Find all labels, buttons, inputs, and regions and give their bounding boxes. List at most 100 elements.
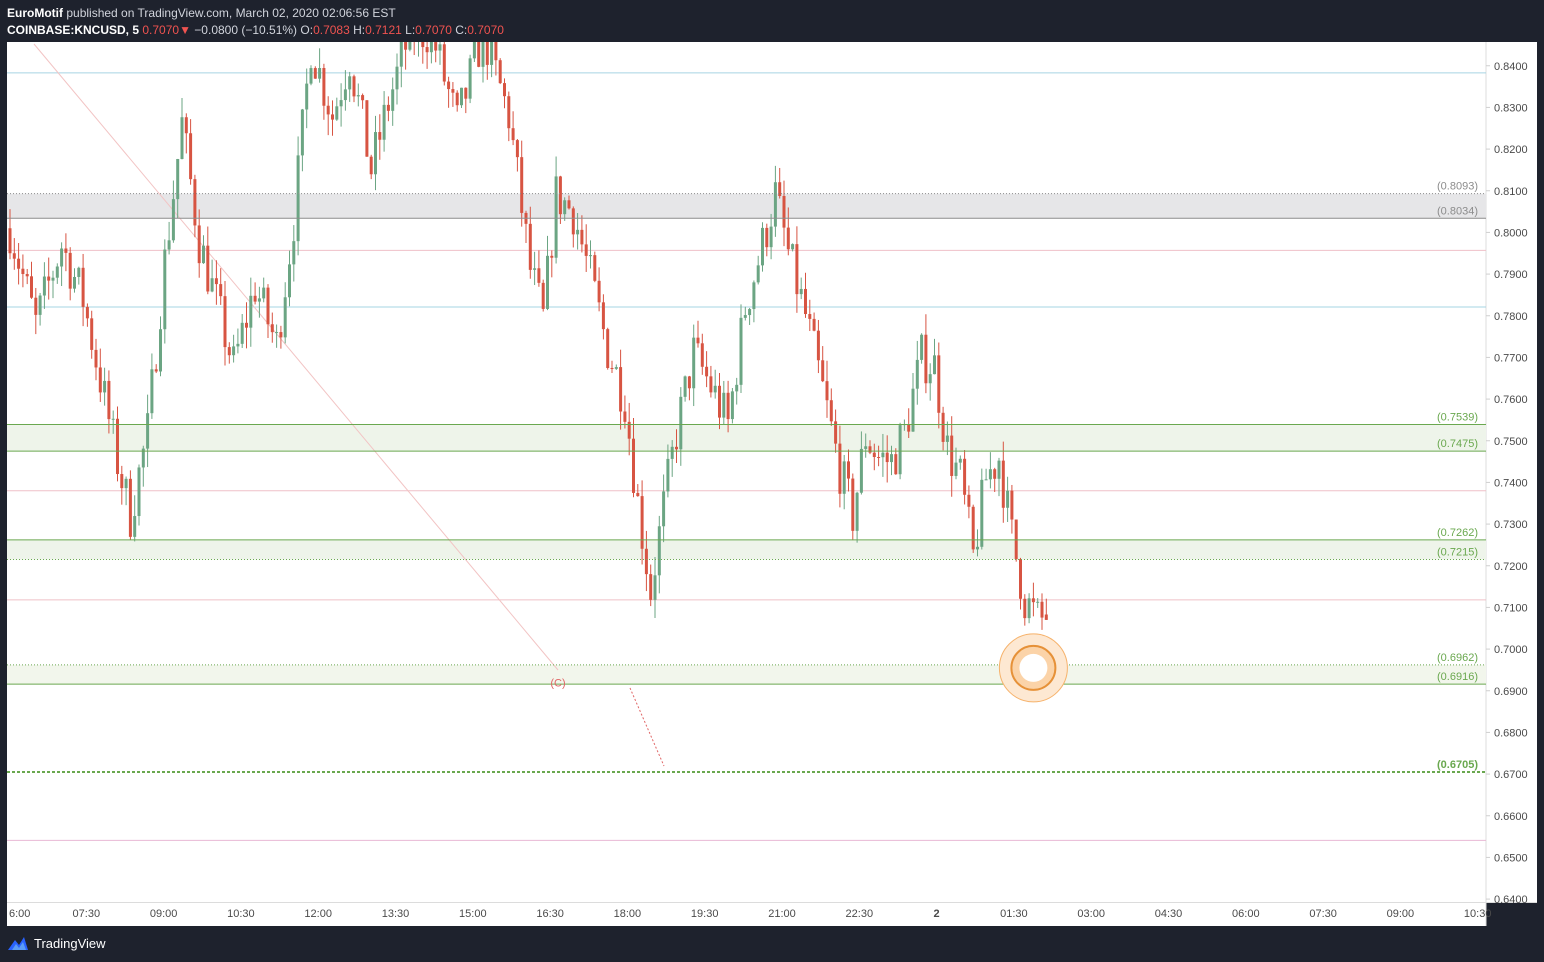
candle-up[interactable]: [670, 446, 674, 459]
candle-down[interactable]: [606, 329, 610, 368]
plot-area[interactable]: [7, 42, 1486, 902]
candle-down[interactable]: [464, 87, 468, 99]
candle-up[interactable]: [881, 452, 885, 458]
candle-up[interactable]: [657, 526, 661, 576]
candle-down[interactable]: [369, 156, 373, 175]
candle-down[interactable]: [675, 446, 678, 450]
candle-up[interactable]: [666, 458, 670, 492]
candle-down[interactable]: [12, 253, 16, 259]
candle-up[interactable]: [318, 67, 322, 79]
candle-up[interactable]: [146, 413, 150, 449]
candle-up[interactable]: [339, 100, 343, 107]
candle-up[interactable]: [300, 109, 304, 156]
candle-down[interactable]: [636, 492, 640, 497]
candle-up[interactable]: [761, 227, 764, 266]
candle-down[interactable]: [219, 284, 223, 297]
candle-up[interactable]: [382, 104, 386, 140]
candle-down[interactable]: [872, 452, 876, 457]
candle-up[interactable]: [743, 315, 747, 318]
candle-up[interactable]: [898, 425, 902, 475]
candle-up[interactable]: [997, 460, 1001, 479]
candle-down[interactable]: [107, 380, 111, 420]
candle-up[interactable]: [356, 95, 360, 97]
candle-down[interactable]: [627, 421, 631, 439]
candle-up[interactable]: [343, 89, 347, 101]
candle-down[interactable]: [829, 400, 833, 422]
candle-down[interactable]: [812, 318, 816, 331]
candle-up[interactable]: [468, 58, 472, 99]
candle-down[interactable]: [795, 244, 799, 295]
candle-down[interactable]: [580, 229, 584, 245]
candle-up[interactable]: [933, 355, 936, 375]
candle-up[interactable]: [73, 276, 76, 289]
candle-up[interactable]: [791, 244, 795, 250]
candle-down[interactable]: [189, 133, 193, 180]
candle-down[interactable]: [515, 140, 519, 158]
candle-down[interactable]: [808, 314, 812, 319]
candle-down[interactable]: [94, 349, 98, 368]
candle-up[interactable]: [141, 448, 145, 468]
wave-trendline[interactable]: [33, 43, 559, 671]
author-name[interactable]: EuroMotif: [7, 6, 63, 20]
candle-up[interactable]: [137, 467, 141, 517]
candle-up[interactable]: [38, 295, 42, 315]
candle-up[interactable]: [730, 391, 734, 420]
candle-down[interactable]: [184, 117, 188, 134]
candle-down[interactable]: [85, 306, 89, 319]
candle-down[interactable]: [687, 376, 691, 389]
candle-down[interactable]: [425, 47, 429, 53]
candle-down[interactable]: [498, 60, 502, 84]
candle-down[interactable]: [352, 76, 356, 97]
candle-up[interactable]: [533, 268, 537, 270]
candle-up[interactable]: [103, 380, 107, 393]
candle-up[interactable]: [773, 182, 777, 227]
candle-up[interactable]: [988, 469, 992, 480]
candle-down[interactable]: [266, 287, 270, 325]
candle-down[interactable]: [98, 367, 102, 393]
candle-up[interactable]: [662, 491, 666, 527]
candle-down[interactable]: [541, 282, 545, 309]
candle-down[interactable]: [537, 268, 541, 283]
candle-up[interactable]: [163, 249, 167, 330]
candle-up[interactable]: [335, 106, 339, 120]
candle-up[interactable]: [546, 255, 549, 309]
candle-up[interactable]: [984, 479, 988, 481]
candle-up[interactable]: [614, 367, 618, 369]
candle-down[interactable]: [1044, 614, 1048, 620]
tradingview-brand[interactable]: TradingView: [34, 936, 106, 951]
candle-up[interactable]: [257, 298, 261, 302]
candle-down[interactable]: [25, 274, 29, 277]
candle-down[interactable]: [68, 252, 72, 289]
candle-up[interactable]: [55, 266, 59, 278]
candle-down[interactable]: [451, 89, 455, 93]
candle-up[interactable]: [692, 337, 696, 389]
candle-up[interactable]: [374, 132, 377, 175]
candle-up[interactable]: [842, 461, 846, 494]
candle-down[interactable]: [597, 280, 601, 303]
candle-up[interactable]: [980, 479, 984, 547]
price-axis[interactable]: [1486, 42, 1537, 902]
candle-down[interactable]: [765, 227, 769, 248]
candle-up[interactable]: [240, 322, 244, 344]
candle-down[interactable]: [206, 245, 210, 292]
candle-down[interactable]: [726, 392, 730, 420]
candle-down[interactable]: [718, 385, 721, 418]
candle-up[interactable]: [1036, 601, 1040, 603]
candle-down[interactable]: [64, 248, 68, 253]
candle-up[interactable]: [653, 575, 657, 600]
candle-up[interactable]: [133, 516, 137, 537]
candle-up[interactable]: [756, 265, 760, 283]
candle-down[interactable]: [193, 179, 197, 226]
candle-up[interactable]: [1006, 490, 1010, 508]
candle-up[interactable]: [799, 288, 803, 295]
candle-up[interactable]: [210, 278, 214, 292]
candle-up[interactable]: [752, 282, 756, 310]
candle-down[interactable]: [1014, 519, 1018, 560]
candle-down[interactable]: [971, 506, 975, 550]
candle-up[interactable]: [399, 42, 403, 67]
candle-down[interactable]: [90, 318, 94, 350]
candle-down[interactable]: [154, 369, 158, 372]
candle-up[interactable]: [769, 226, 773, 248]
candle-up[interactable]: [159, 329, 162, 372]
time-axis[interactable]: [7, 902, 1486, 926]
